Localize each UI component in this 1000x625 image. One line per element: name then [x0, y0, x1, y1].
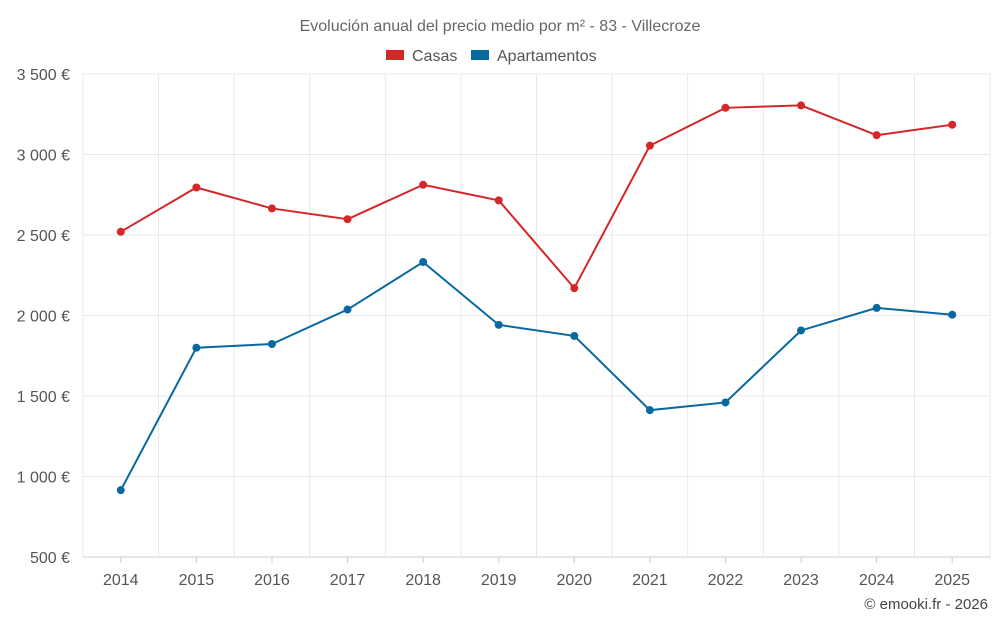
legend: Casas Apartamentos: [386, 48, 597, 65]
y-axis: 500 € 1 000 € 1 500 € 2 000 € 2 500 € 3 000 €…: [17, 67, 70, 567]
legend-label-apartamentos: Apartamentos: [497, 48, 597, 65]
x-tick-label: 2025: [934, 572, 970, 589]
data-point-casas: [116, 227, 125, 236]
x-tick-label: 2016: [254, 572, 290, 589]
x-tick-label: 2023: [783, 572, 819, 589]
y-tick-label: 2 500 €: [17, 228, 70, 245]
data-point-casas: [797, 101, 806, 110]
x-axis: 2014 2015 2016 2017 2018 2019 2020 2021 2022 2023…: [83, 556, 990, 589]
y-tick-label: 1 000 €: [17, 470, 70, 487]
x-tick-label: 2015: [179, 572, 215, 589]
data-point-casas: [419, 180, 428, 189]
data-point-apartamentos: [872, 303, 881, 312]
x-tick-label: 2014: [103, 572, 139, 589]
data-point-casas: [721, 103, 730, 112]
x-tick-label: 2024: [859, 572, 895, 589]
data-point-casas: [645, 141, 654, 150]
y-tick-label: 2 000 €: [17, 309, 70, 326]
data-point-apartamentos: [116, 486, 125, 495]
data-point-casas: [343, 215, 352, 224]
data-point-casas: [872, 131, 881, 140]
legend-swatch-casas: [386, 50, 404, 60]
data-point-casas: [267, 204, 276, 213]
series-line-apartamentos: [119, 260, 953, 491]
y-tick-label: 1 500 €: [17, 389, 70, 406]
legend-label-casas: Casas: [412, 48, 457, 65]
x-tick-label: 2017: [330, 572, 366, 589]
x-tick-label: 2020: [556, 572, 592, 589]
x-tick-label: 2019: [481, 572, 517, 589]
y-tick-label: 500 €: [30, 550, 70, 567]
data-point-casas: [570, 284, 579, 293]
data-point-apartamentos: [721, 398, 730, 407]
data-point-casas: [192, 183, 201, 192]
data-point-apartamentos: [797, 326, 806, 335]
series-line-casas: [120, 104, 953, 290]
data-point-casas: [948, 120, 957, 129]
chart-title: Evolución anual del precio medio por m² …: [300, 18, 701, 35]
data-point-apartamentos: [645, 406, 654, 415]
data-point-apartamentos: [419, 258, 428, 267]
data-point-apartamentos: [948, 310, 957, 319]
data-point-apartamentos: [267, 339, 276, 348]
data-point-apartamentos: [570, 331, 579, 340]
data-point-casas: [494, 196, 503, 205]
data-point-apartamentos: [343, 305, 352, 314]
x-tick-label: 2021: [632, 572, 668, 589]
y-tick-label: 3 000 €: [17, 148, 70, 165]
credit-text: © emooki.fr - 2026: [864, 596, 988, 613]
x-tick-label: 2022: [708, 572, 744, 589]
data-point-apartamentos: [192, 343, 201, 352]
grid: [82, 73, 991, 558]
y-tick-label: 3 500 €: [17, 67, 70, 84]
data-point-apartamentos: [494, 320, 503, 329]
series-layer: [116, 101, 957, 495]
legend-swatch-apartamentos: [471, 50, 489, 60]
x-tick-label: 2018: [405, 572, 441, 589]
